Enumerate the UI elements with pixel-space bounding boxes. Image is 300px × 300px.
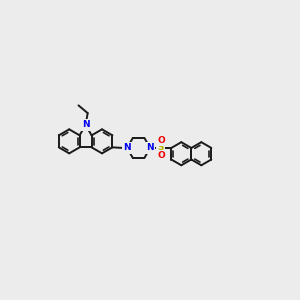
Text: N: N bbox=[123, 143, 131, 152]
Text: N: N bbox=[146, 143, 154, 152]
Text: O: O bbox=[158, 151, 165, 160]
Text: S: S bbox=[158, 143, 164, 152]
Text: O: O bbox=[158, 136, 165, 145]
Text: N: N bbox=[82, 120, 89, 129]
